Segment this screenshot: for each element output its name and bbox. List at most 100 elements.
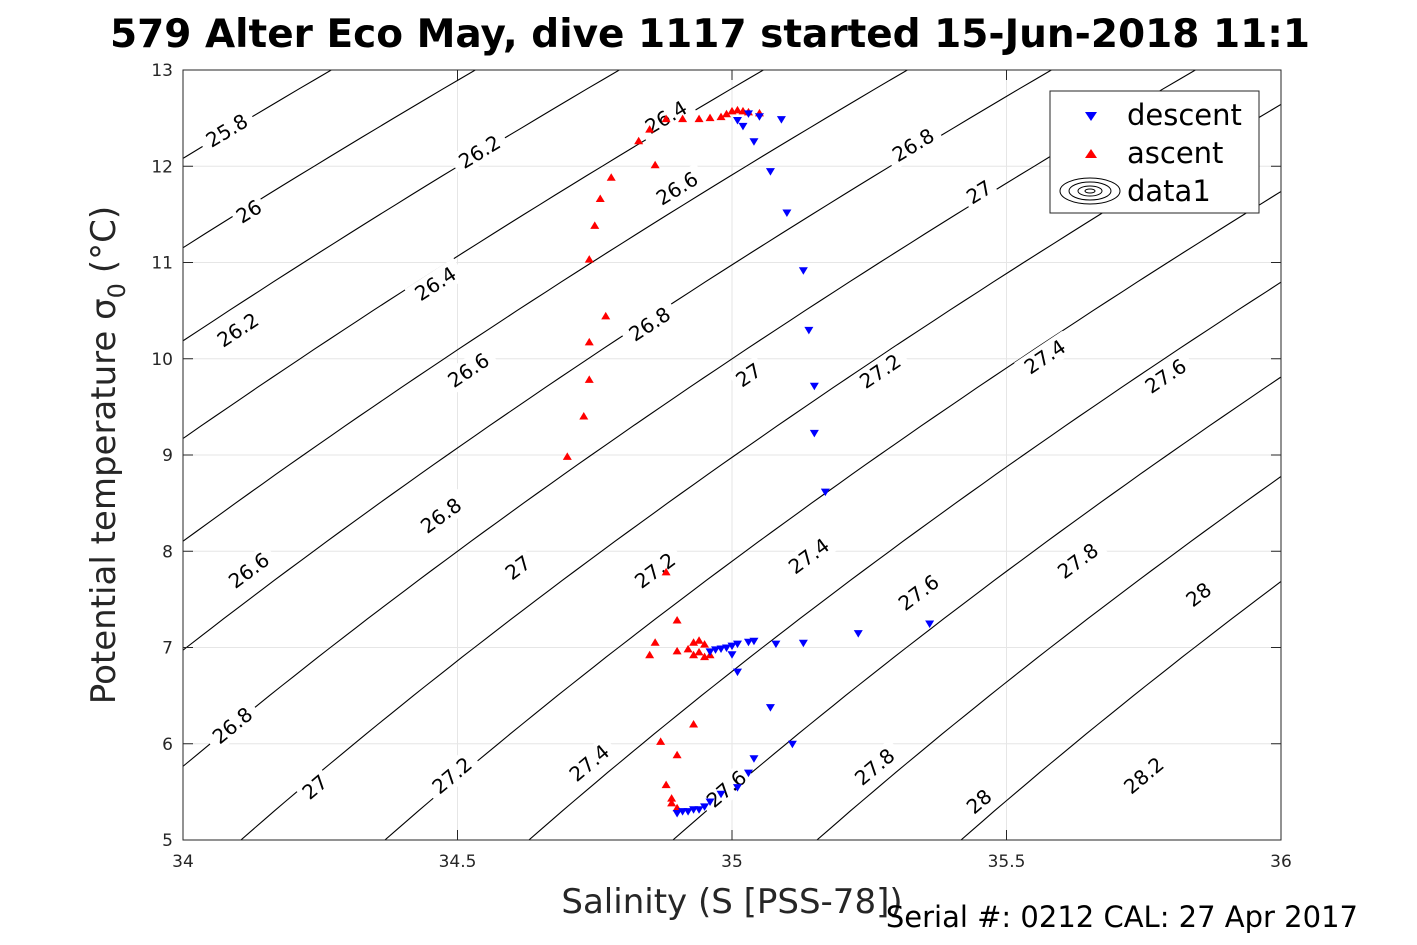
y-tick-label: 6: [162, 735, 173, 755]
legend-box: [1049, 90, 1260, 214]
ascent-point: [738, 106, 748, 115]
descent-point: [727, 642, 737, 651]
y-tick-label: 5: [162, 831, 173, 851]
isopycnal-26.2: [183, 70, 620, 342]
ascent-point: [667, 794, 677, 802]
ascent-point: [562, 452, 572, 460]
legend-ascent-marker: [1085, 149, 1097, 158]
isopycnal-28.2: [960, 580, 1281, 840]
descent-point: [711, 646, 721, 654]
contour-label-bg: [410, 488, 472, 543]
ascent-point: [667, 798, 677, 807]
x-tick-label: 34.5: [439, 852, 477, 872]
ascent-point: [689, 638, 699, 646]
legend-data1-label: data1: [1127, 174, 1211, 208]
descent-point: [678, 808, 688, 816]
y-tick-label: 10: [151, 350, 173, 370]
isopycnal-26.6: [183, 70, 908, 542]
ascent-point: [722, 109, 732, 118]
descent-point: [820, 488, 830, 497]
ascent-point: [672, 750, 682, 759]
contour-label-bg: [195, 105, 258, 156]
descent-point: [738, 122, 748, 131]
chart-title: 579 Alter Eco May, dive 1117 started 15-…: [110, 12, 1310, 57]
contour-label-bg: [404, 257, 467, 310]
descent-point: [771, 640, 781, 649]
y-tick-label: 7: [162, 639, 173, 659]
ascent-point: [645, 650, 655, 659]
contour-label-group: 27: [294, 767, 336, 807]
ascent-point: [694, 114, 704, 123]
serial-cal-footer: Serial #: 0212 CAL: 27 Apr 2017: [886, 900, 1358, 934]
descent-point: [749, 755, 759, 763]
descent-point: [765, 704, 775, 712]
descent-point: [809, 382, 819, 391]
contour-label-bg: [958, 173, 1000, 212]
contour-label-bg: [207, 303, 269, 356]
ascent-point: [584, 375, 594, 383]
y-tick-label: 12: [151, 157, 173, 177]
x-axis-label: Salinity (S [PSS-78]): [561, 882, 902, 922]
contour-label-bg: [778, 529, 840, 583]
y-tick-label: 8: [162, 542, 173, 562]
descent-point: [732, 640, 742, 649]
legend-descent-label: descent: [1127, 98, 1242, 132]
descent-point: [732, 784, 742, 792]
contour-label-bg: [1178, 575, 1220, 615]
contour-label-bg: [228, 192, 270, 231]
ascent-point: [694, 636, 704, 644]
descent-series: [672, 110, 935, 818]
x-tick-label: 36: [1270, 852, 1292, 872]
contour-label-bg: [437, 344, 500, 397]
contour-label-bg: [1134, 349, 1197, 403]
y-tick-label: 13: [151, 61, 173, 81]
isopycnal-27.4: [384, 190, 1281, 840]
ascent-point: [716, 112, 726, 121]
y-tick-label: 11: [151, 254, 173, 274]
legend-ascent-label: ascent: [1127, 136, 1223, 170]
ascent-point: [606, 173, 616, 181]
contour-label-bg: [728, 355, 769, 395]
ascent-point: [689, 650, 699, 659]
ascent-point: [732, 105, 742, 114]
descent-point: [925, 620, 935, 628]
ascent-point: [634, 136, 644, 145]
y-axis-ticks: 5 6 7 8 9 10 11 12 13: [151, 61, 1281, 851]
isopycnal-27.6: [528, 281, 1281, 840]
descent-point: [787, 740, 797, 749]
x-tick-label: 35.5: [988, 852, 1026, 872]
descent-point: [749, 138, 759, 146]
contour-label-bg: [202, 697, 263, 754]
contour-label-bg: [1047, 533, 1109, 588]
ascent-point: [661, 114, 671, 123]
y-axis-label: Potential temperature σ0 (°C): [84, 206, 131, 704]
ascent-point: [683, 644, 693, 653]
descent-point: [809, 429, 819, 438]
contour-label-bg: [882, 119, 945, 171]
y-axis-label-group: Potential temperature σ0 (°C): [84, 206, 131, 704]
descent-point: [716, 790, 726, 799]
ascent-point: [700, 652, 710, 661]
descent-point: [743, 638, 753, 647]
legend-descent-marker: [1085, 112, 1097, 121]
contour-label-bg: [888, 565, 950, 620]
descent-point: [705, 648, 715, 656]
ascent-point: [661, 567, 671, 576]
y-tick-label: 9: [162, 446, 173, 466]
isopycnal-26.4: [183, 70, 764, 440]
descent-point: [689, 806, 699, 814]
descent-point: [672, 810, 682, 818]
contour-label-group: 28: [1178, 575, 1220, 615]
descent-point: [743, 769, 753, 778]
ascent-point: [579, 412, 589, 420]
ascent-point: [650, 638, 660, 646]
ascent-point: [595, 194, 605, 202]
contour-label-bg: [1014, 330, 1076, 383]
descent-point: [700, 803, 710, 811]
descent-point: [765, 168, 775, 176]
ascent-point: [672, 646, 682, 655]
descent-point: [782, 209, 792, 217]
ascent-point: [705, 113, 715, 122]
descent-point: [732, 117, 742, 125]
